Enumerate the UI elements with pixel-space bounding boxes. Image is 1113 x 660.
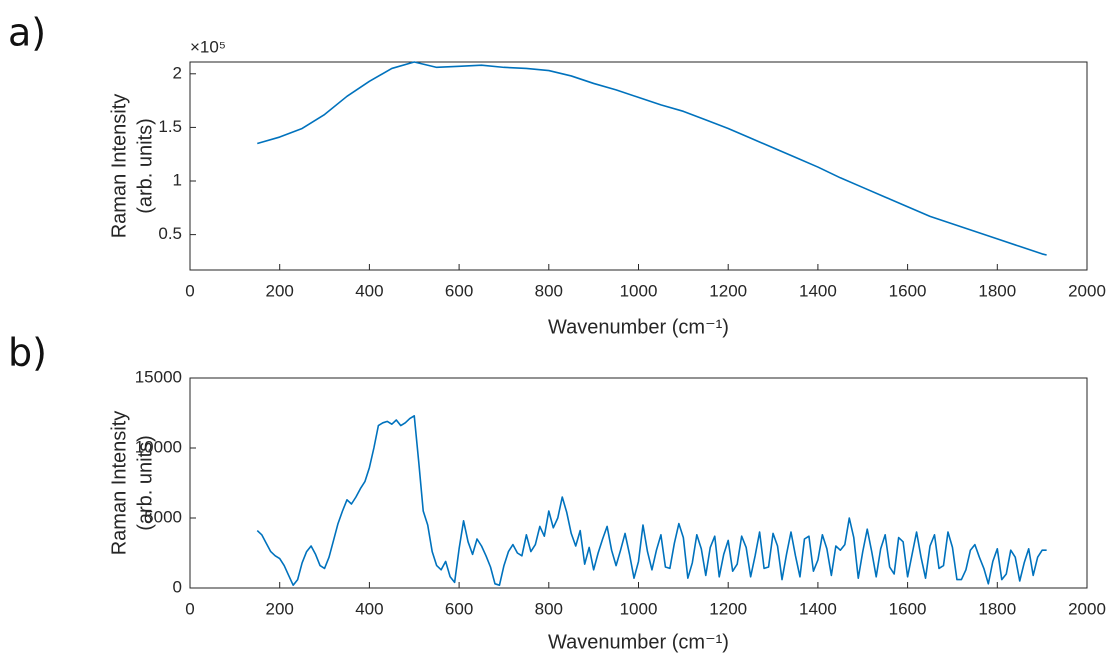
y-tick-label: 1.5 — [158, 117, 182, 136]
x-tick-label: 600 — [445, 281, 473, 300]
x-tick-label: 2000 — [1068, 281, 1106, 300]
x-tick-label: 1400 — [799, 599, 837, 618]
x-tick-label: 200 — [266, 281, 294, 300]
y-tick-label: 0.5 — [158, 224, 182, 243]
x-tick-label: 800 — [535, 281, 563, 300]
x-tick-label: 400 — [355, 281, 383, 300]
x-tick-label: 1800 — [978, 599, 1016, 618]
x-tick-label: 1600 — [889, 599, 927, 618]
x-axis-label: Wavenumber (cm⁻¹) — [548, 631, 729, 653]
y-tick-label: 2 — [173, 63, 182, 82]
y-axis-label: (arb. units) — [134, 118, 156, 214]
x-tick-label: 200 — [266, 599, 294, 618]
x-tick-label: 0 — [185, 281, 194, 300]
x-tick-label: 1400 — [799, 281, 837, 300]
plot-box — [189, 61, 1088, 271]
data-line — [256, 415, 1047, 586]
y-axis-label: Raman Intensity — [108, 411, 130, 556]
y-tick-label: 15000 — [135, 367, 182, 386]
x-tick-label: 1200 — [709, 599, 747, 618]
x-tick-label: 600 — [445, 599, 473, 618]
data-line — [257, 61, 1047, 256]
x-tick-label: 1000 — [620, 599, 658, 618]
x-tick-label: 1800 — [978, 281, 1016, 300]
x-axis-label: Wavenumber (cm⁻¹) — [548, 316, 729, 338]
panel-label: a) — [8, 11, 46, 55]
y-axis-label: Raman Intensity — [108, 94, 130, 239]
panel-label: b) — [8, 331, 47, 375]
y-tick-label: 1 — [173, 170, 182, 189]
x-tick-label: 1600 — [889, 281, 927, 300]
y-tick-label: 0 — [173, 577, 182, 596]
x-tick-label: 1000 — [620, 281, 658, 300]
y-tick-label: 10000 — [135, 437, 182, 456]
y-exponent: ×10⁵ — [190, 37, 226, 56]
x-tick-label: 0 — [185, 599, 194, 618]
x-tick-label: 800 — [535, 599, 563, 618]
x-tick-label: 1200 — [709, 281, 747, 300]
y-axis-label: (arb. units) — [134, 435, 156, 531]
x-tick-label: 400 — [355, 599, 383, 618]
y-tick-label: 5000 — [144, 507, 182, 526]
x-tick-label: 2000 — [1068, 599, 1106, 618]
